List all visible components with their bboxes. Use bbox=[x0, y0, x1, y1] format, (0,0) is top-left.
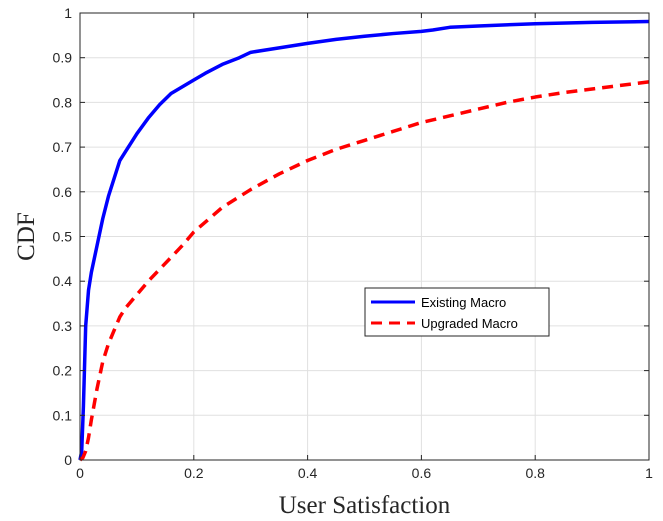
x-tick-label: 0 bbox=[76, 465, 84, 481]
x-tick-label: 0.4 bbox=[298, 465, 318, 481]
y-tick-label: 0 bbox=[64, 452, 72, 468]
y-tick-label: 0.4 bbox=[53, 273, 73, 289]
y-tick-label: 0.2 bbox=[53, 363, 73, 379]
legend-box bbox=[364, 287, 550, 337]
x-tick-label: 0.6 bbox=[412, 465, 432, 481]
series-layer bbox=[78, 19, 650, 462]
y-tick-label: 0.7 bbox=[53, 139, 73, 155]
series-line-upgraded-macro bbox=[78, 80, 650, 462]
y-tick-label: 0.9 bbox=[53, 50, 73, 66]
y-axis-label: CDF bbox=[13, 212, 40, 261]
x-tick-label: 1 bbox=[645, 465, 653, 481]
x-tick-label: 0.8 bbox=[525, 465, 545, 481]
legend: Existing Macro Upgraded Macro bbox=[364, 287, 550, 337]
legend-label-existing-macro: Existing Macro bbox=[421, 295, 506, 310]
legend-label-upgraded-macro: Upgraded Macro bbox=[421, 316, 518, 331]
y-tick-label: 0.3 bbox=[53, 318, 73, 334]
y-tick-label: 0.6 bbox=[53, 184, 73, 200]
y-tick-label: 0.8 bbox=[53, 94, 73, 110]
y-tick-label: 1 bbox=[64, 5, 72, 21]
x-axis-label: User Satisfaction bbox=[279, 492, 451, 519]
y-tick-label: 0.1 bbox=[53, 407, 73, 423]
y-tick-label: 0.5 bbox=[53, 229, 73, 245]
x-tick-label: 0.2 bbox=[184, 465, 204, 481]
series-line-existing-macro bbox=[78, 19, 650, 461]
tick-labels: 0 0.2 0.4 0.6 0.8 1 0 0.1 0.2 0.3 0.4 0.5 0.6 0.7 0.8 0… bbox=[53, 5, 654, 481]
